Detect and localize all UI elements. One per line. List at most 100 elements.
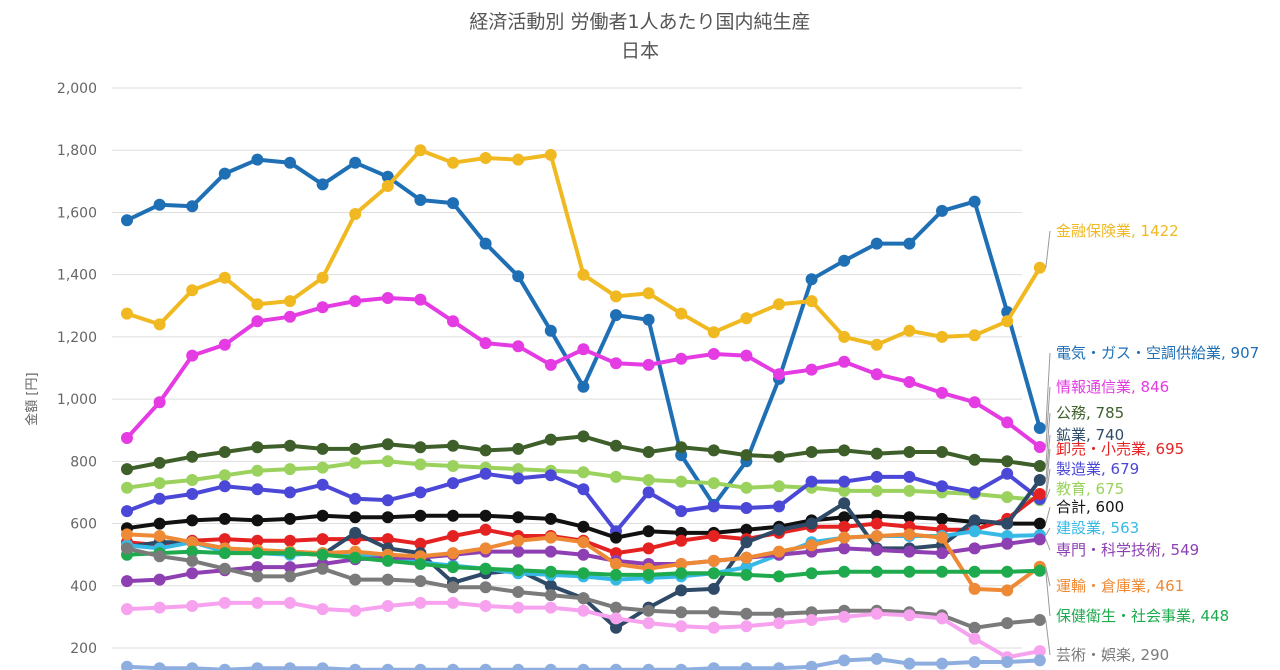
data-point — [870, 565, 883, 578]
data-point — [707, 500, 720, 513]
data-point — [218, 446, 231, 458]
y-axis-label: 金額 [円] — [24, 372, 40, 425]
data-point — [349, 573, 362, 586]
data-point — [349, 295, 362, 308]
data-point — [284, 512, 296, 525]
data-point — [707, 606, 720, 619]
data-point — [1033, 460, 1046, 472]
data-point — [479, 523, 492, 536]
data-point — [381, 600, 394, 612]
data-point — [1033, 441, 1046, 453]
data-point — [903, 484, 916, 497]
data-point — [675, 584, 688, 597]
data-point — [805, 567, 818, 580]
data-point — [805, 273, 818, 286]
data-point — [153, 198, 166, 211]
data-point — [1033, 614, 1046, 626]
data-point — [284, 570, 296, 583]
data-point — [773, 500, 785, 513]
data-point — [936, 612, 948, 625]
data-point — [251, 441, 264, 454]
data-point — [1033, 261, 1046, 274]
data-point — [577, 536, 590, 549]
data-point — [968, 195, 981, 208]
data-point — [153, 530, 166, 542]
data-point — [153, 662, 166, 670]
data-point — [186, 545, 199, 558]
series-end-label: 卸売・小売業, 695 — [1056, 440, 1184, 458]
leader-line — [1045, 448, 1051, 495]
data-point — [1001, 315, 1014, 328]
data-point — [968, 514, 981, 527]
data-point — [218, 512, 231, 525]
data-point — [870, 517, 883, 530]
data-point — [447, 156, 459, 169]
data-point — [479, 152, 492, 164]
data-point — [186, 567, 199, 580]
data-point — [218, 338, 231, 351]
leader-line — [1045, 230, 1051, 268]
data-point — [903, 376, 916, 388]
data-point — [414, 558, 427, 570]
data-point — [186, 536, 199, 549]
data-point — [544, 512, 557, 525]
data-point — [610, 531, 622, 544]
leader-line — [1045, 566, 1051, 587]
data-point — [936, 330, 948, 343]
data-point — [153, 601, 166, 614]
data-point — [773, 298, 785, 311]
data-point — [805, 539, 818, 552]
data-point — [284, 561, 296, 574]
data-point — [707, 444, 720, 457]
data-point — [284, 295, 296, 308]
data-point — [447, 596, 459, 609]
data-point — [740, 620, 753, 633]
series-end-label: 運輸・倉庫業, 461 — [1056, 577, 1184, 595]
data-point — [1033, 474, 1046, 486]
data-point — [447, 581, 459, 594]
data-point — [349, 442, 362, 455]
data-point — [577, 430, 590, 443]
series-12 — [121, 545, 1046, 583]
data-point — [544, 469, 557, 482]
data-point — [316, 478, 329, 491]
series-5 — [121, 467, 1046, 538]
data-point — [316, 662, 329, 670]
data-point — [1033, 488, 1046, 500]
data-point — [642, 313, 655, 326]
data-point — [740, 607, 753, 620]
data-point — [870, 447, 883, 460]
data-point — [381, 511, 394, 524]
data-point — [675, 534, 688, 547]
series-line — [125, 296, 1042, 449]
data-point — [968, 621, 981, 634]
data-point — [838, 531, 851, 544]
data-point — [121, 307, 133, 320]
y-tick-label: 2,000 — [57, 81, 97, 97]
data-point — [381, 455, 394, 468]
data-point — [251, 464, 264, 477]
data-point — [284, 463, 296, 476]
data-point — [381, 573, 394, 586]
leader-line — [1045, 468, 1051, 500]
data-point — [316, 548, 329, 561]
data-point — [870, 484, 883, 497]
series-end-label: 合計, 600 — [1056, 498, 1124, 516]
data-point — [870, 544, 883, 556]
data-point — [707, 477, 720, 490]
data-point — [479, 509, 492, 522]
data-point — [936, 512, 948, 525]
data-point — [381, 494, 394, 507]
data-point — [642, 542, 655, 555]
data-point — [544, 545, 557, 558]
data-point — [251, 596, 264, 609]
data-point — [544, 601, 557, 614]
data-point — [577, 592, 590, 605]
data-point — [936, 480, 948, 493]
leader-line — [1045, 488, 1051, 501]
data-point — [186, 284, 199, 297]
data-point — [968, 329, 981, 342]
data-point — [153, 396, 166, 409]
data-point — [186, 450, 199, 463]
data-point — [284, 596, 296, 609]
